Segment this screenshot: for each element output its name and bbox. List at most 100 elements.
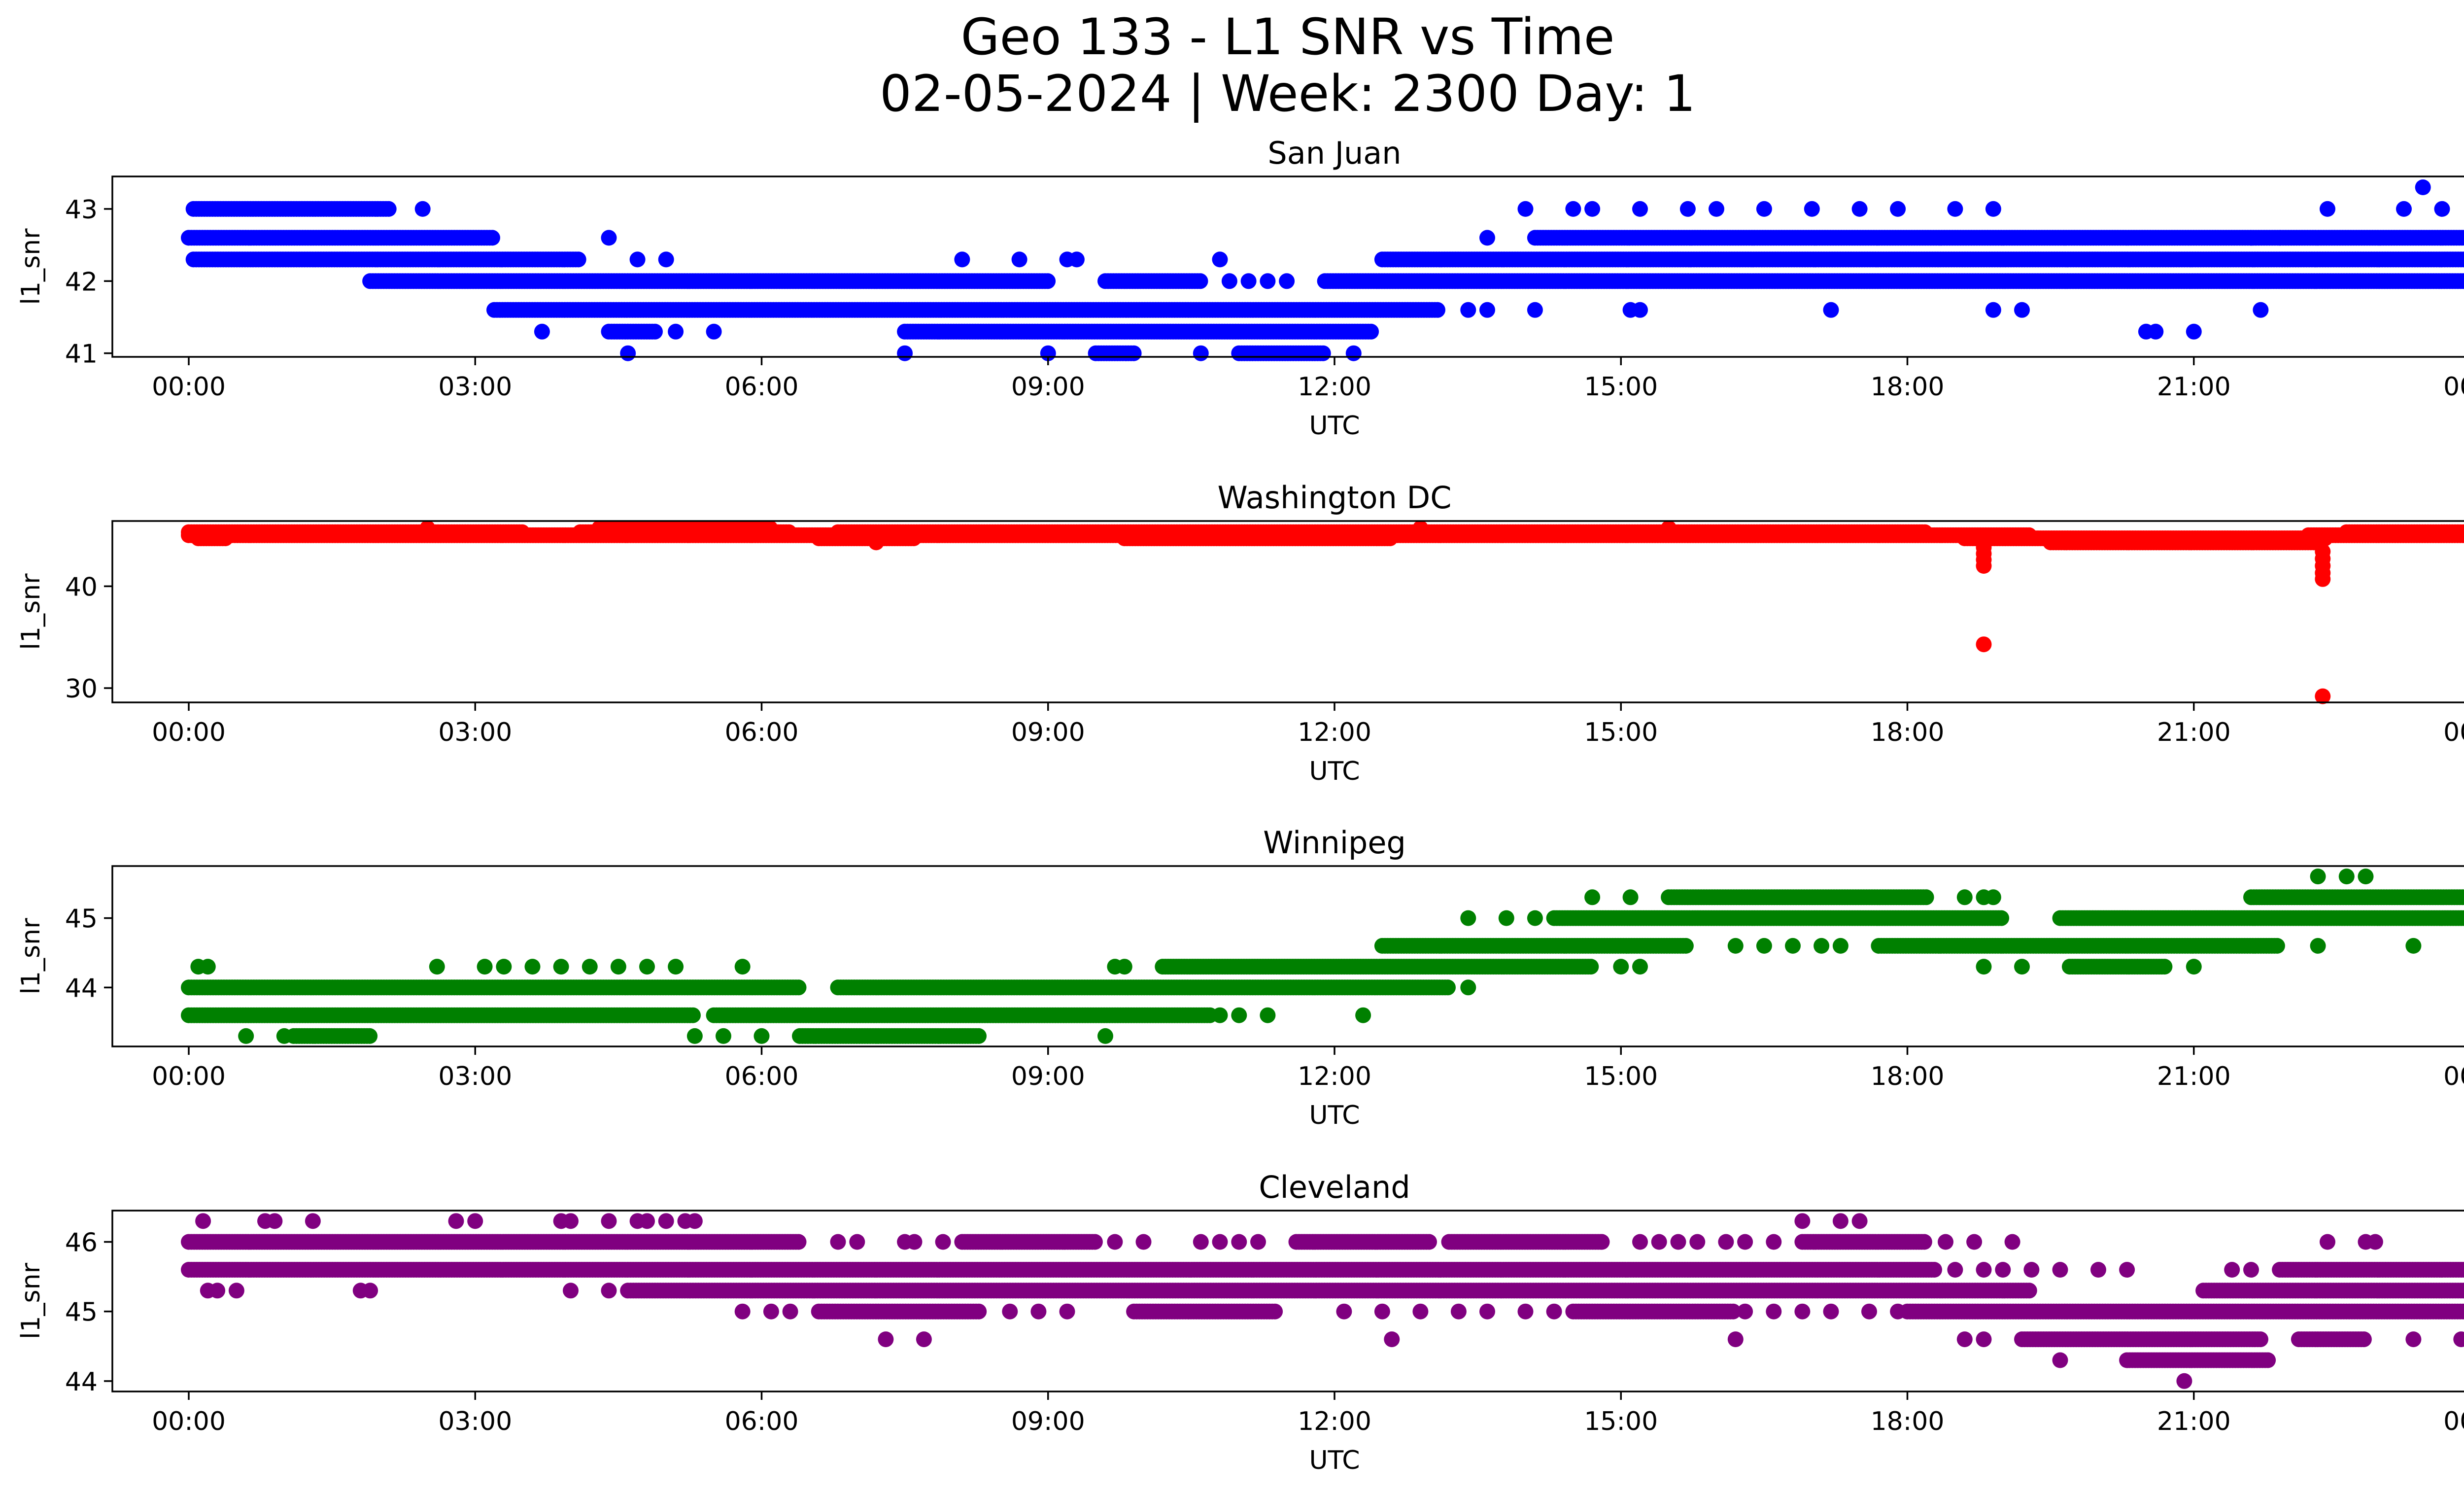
data-point [414, 201, 431, 217]
data-point [1460, 910, 1476, 926]
data-point [620, 345, 636, 361]
data-point [1479, 302, 1495, 318]
data-point [1315, 345, 1331, 361]
x-tick-label: 15:00 [1584, 718, 1658, 747]
data-point [1498, 910, 1514, 926]
data-point [1565, 201, 1581, 217]
data-point [2338, 869, 2355, 885]
x-tick-label: 21:00 [2157, 718, 2231, 747]
data-point [1193, 345, 1209, 361]
x-tick-label: 03:00 [438, 718, 512, 747]
data-point [1709, 201, 1724, 217]
data-point [1479, 230, 1495, 246]
data-point [1363, 323, 1379, 340]
data-point [1993, 910, 2010, 926]
data-point [2186, 323, 2202, 340]
data-point [906, 530, 922, 547]
data-point [706, 323, 722, 340]
data-point [1823, 302, 1839, 318]
data-point [954, 251, 970, 268]
data-point [668, 323, 684, 340]
x-tick-label: 09:00 [1011, 718, 1085, 747]
data-point [1192, 273, 1208, 289]
figure-title-line2: 02-05-2024 | Week: 2300 Day: 1 [880, 65, 1696, 123]
x-tick-label: 00:00 [2443, 718, 2464, 747]
data-point [380, 201, 397, 217]
data-point [1517, 201, 1534, 217]
y-tick-label: 43 [65, 195, 98, 225]
subplot-title: Washington DC [1217, 480, 1451, 516]
subplot-title: San Juan [1267, 135, 1401, 171]
data-point [1976, 539, 1992, 556]
data-point [897, 345, 913, 361]
x-tick-label: 18:00 [1871, 372, 1945, 402]
data-point [601, 230, 617, 246]
x-tick-label: 15:00 [1584, 372, 1658, 402]
y-tick-label: 30 [65, 674, 98, 704]
data-point [1985, 302, 2001, 318]
data-point [1412, 520, 1429, 536]
data-point [1527, 910, 1543, 926]
x-axis-label: UTC [1309, 757, 1360, 786]
y-axis-label: l1_snr [16, 573, 46, 650]
x-tick-label: 12:00 [1298, 718, 1371, 747]
subplot-0: San Juan 00:00 03:00 06:00 09:00 12:00 15:00 18… [16, 135, 2464, 441]
data-point [1279, 273, 1295, 289]
data-points [181, 520, 2464, 704]
data-point [629, 251, 646, 268]
data-point [1460, 302, 1476, 318]
data-point [2461, 253, 2464, 266]
data-point [1221, 273, 1237, 289]
data-point [2396, 201, 2412, 217]
data-point [1661, 520, 1677, 536]
x-tick-label: 06:00 [725, 718, 799, 747]
y-axis-label: l1_snr [16, 228, 46, 305]
data-point [2310, 869, 2326, 885]
data-point [1804, 201, 1820, 217]
data-point [534, 323, 550, 340]
data-point [1622, 889, 1639, 905]
data-point [1040, 273, 1056, 289]
data-point [1584, 201, 1601, 217]
data-point [2272, 230, 2288, 246]
data-point [1212, 251, 1228, 268]
x-tick-label: 00:00 [152, 718, 226, 747]
x-tick-label: 06:00 [725, 372, 799, 402]
data-point [2320, 201, 2335, 217]
data-point [1985, 889, 2001, 905]
data-point [1756, 201, 1772, 217]
data-point [2253, 302, 2269, 318]
x-tick-label: 18:00 [1871, 718, 1945, 747]
data-point [2014, 302, 2030, 318]
data-point [647, 323, 663, 340]
data-point [1011, 251, 1027, 268]
data-point [2459, 230, 2464, 245]
data-point [1240, 273, 1257, 289]
x-tick-label: 12:00 [1298, 372, 1371, 402]
data-point [1947, 201, 1963, 217]
data-point [2243, 230, 2259, 246]
data-point [658, 251, 674, 268]
data-point [1382, 530, 1398, 547]
y-tick-label: 41 [65, 340, 98, 369]
data-point [1527, 302, 1543, 318]
x-tick-label: 00:00 [152, 372, 226, 402]
data-point [1956, 889, 1973, 905]
data-point [1126, 345, 1142, 361]
data-point [868, 534, 884, 551]
data-point [2148, 323, 2164, 340]
subplots: San Juan 00:00 03:00 06:00 09:00 12:00 15:00 18… [16, 135, 2464, 1475]
data-point [1918, 889, 1934, 905]
data-point [1985, 201, 2001, 217]
data-point [1584, 889, 1601, 905]
data-point [570, 251, 586, 268]
data-points [181, 179, 2464, 361]
x-tick-label: 00:00 [2443, 372, 2464, 402]
data-point [1677, 938, 1694, 954]
data-point [2358, 869, 2374, 885]
data-point [2434, 201, 2450, 217]
x-tick-label: 09:00 [1011, 372, 1085, 402]
data-point [2415, 179, 2431, 195]
x-tick-label: 03:00 [438, 372, 512, 402]
data-point [1632, 302, 1648, 318]
